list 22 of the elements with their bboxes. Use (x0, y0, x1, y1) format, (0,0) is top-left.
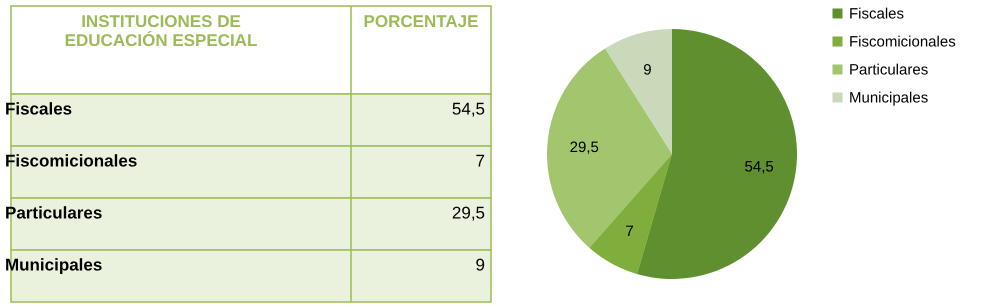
text: PORCENTAJE (364, 12, 478, 31)
text: 7 (476, 152, 485, 171)
data-label: 29,5 (452, 204, 485, 223)
data-label: 7 (625, 223, 634, 240)
category-label: Particulares (5, 204, 102, 223)
legend-label: Particulares (849, 62, 928, 78)
legend-label: Fiscomicionales (849, 34, 956, 50)
text: 29,5 (570, 139, 599, 156)
category-label: Fiscales (5, 100, 72, 119)
text: 54,5 (452, 100, 485, 119)
category-label: Municipales (5, 256, 102, 275)
text: INSTITUCIONES DE EDUCACIÓN ESPECIAL (64, 12, 258, 50)
pie-slice (589, 154, 672, 274)
legend-label: Fiscales (849, 6, 904, 22)
pie-slice (637, 29, 797, 279)
data-label: 54,5 (744, 158, 774, 176)
data-label: 9 (643, 61, 652, 78)
pie-slice (605, 29, 672, 154)
category-label: Fiscomicionales (5, 152, 138, 171)
legend-label: Municipales (849, 90, 928, 106)
pie-slice (547, 48, 672, 248)
text: 9 (476, 256, 485, 275)
